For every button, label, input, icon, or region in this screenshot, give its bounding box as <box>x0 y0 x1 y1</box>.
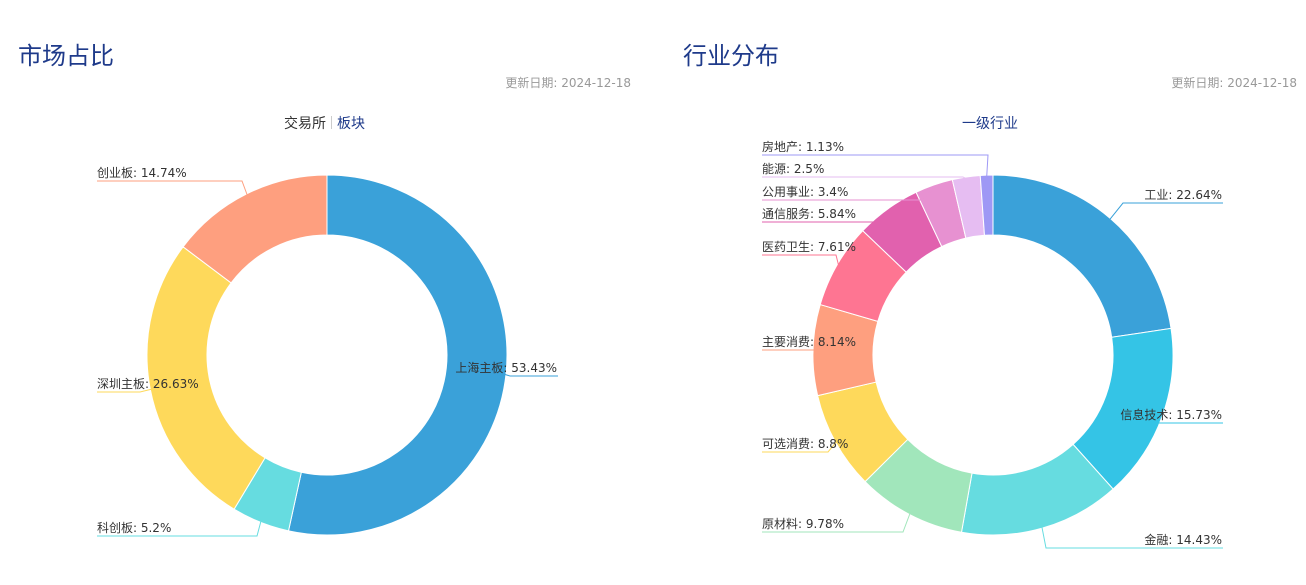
tab-divider <box>331 116 332 129</box>
update-date-label: 更新日期: <box>505 76 558 90</box>
leader-line-通信服务 <box>762 210 890 223</box>
market-share-donut-chart: 上海主板: 53.43% 科创板: 5.2% 深圳主板: 26.63% 创业板: 14… <box>97 166 558 537</box>
tab-level1-industry[interactable]: 一级行业 <box>962 116 1018 132</box>
industry-distribution-title: 行业分布 <box>683 42 779 70</box>
leader-line-公用事业 <box>762 186 935 201</box>
leader-line-工业 <box>1108 202 1223 221</box>
leader-line-深圳主板 <box>97 388 153 393</box>
leader-line-科创板 <box>97 520 262 537</box>
leader-line-房地产 <box>762 154 989 178</box>
slice-label-创业板: 创业板: 14.74% <box>97 166 187 180</box>
slice-label-信息技术: 信息技术: 15.73% <box>1120 407 1222 422</box>
industry-tabs: 一级行业 <box>962 113 1018 133</box>
slice-label-医药卫生: 医药卫生: 7.61% <box>762 240 856 254</box>
leader-line-金融 <box>1041 526 1223 549</box>
slice-label-原材料: 原材料: 9.78% <box>762 517 844 531</box>
pie-slice-创业板[interactable] <box>182 174 328 284</box>
market-share-tabs: 交易所 板块 <box>284 113 365 133</box>
leader-line-医药卫生 <box>762 254 840 267</box>
slice-label-可选消费: 可选消费: 8.8% <box>762 437 848 451</box>
leader-line-可选消费 <box>762 440 838 453</box>
slice-label-金融: 金融: 14.43% <box>1144 532 1222 547</box>
market-share-update-date: 更新日期: 2024-12-18 <box>505 74 631 91</box>
slice-label-工业: 工业: 22.64% <box>1144 188 1222 202</box>
market-share-panel: 市场占比 更新日期: 2024-12-18 交易所 板块 上海主板: 53.43%… <box>18 42 631 537</box>
update-date-value: 2024-12-18 <box>1227 76 1297 90</box>
slice-label-深圳主板: 深圳主板: 26.63% <box>97 377 199 391</box>
leader-line-能源 <box>762 176 967 180</box>
leader-line-原材料 <box>762 512 911 533</box>
pie-slice-上海主板[interactable] <box>287 174 508 536</box>
slice-label-能源: 能源: 2.5% <box>762 162 824 176</box>
tab-exchange[interactable]: 交易所 <box>284 116 326 132</box>
industry-donut-chart: 工业: 22.64% 信息技术: 15.73% 金融: 14.43% 原材料: 9.7… <box>762 139 1223 549</box>
leader-line-创业板 <box>97 180 248 196</box>
tab-board[interactable]: 板块 <box>337 116 365 132</box>
slice-label-主要消费: 主要消费: 8.14% <box>762 335 856 349</box>
slice-label-公用事业: 公用事业: 3.4% <box>762 185 848 199</box>
leader-line-上海主板 <box>503 373 558 377</box>
slice-label-上海主板: 上海主板: 53.43% <box>455 360 557 375</box>
slice-label-房地产: 房地产: 1.13% <box>762 139 844 154</box>
industry-update-date: 更新日期: 2024-12-18 <box>1171 74 1297 91</box>
update-date-label: 更新日期: <box>1171 76 1224 90</box>
slice-label-科创板: 科创板: 5.2% <box>97 521 171 535</box>
market-share-title: 市场占比 <box>18 42 114 70</box>
industry-distribution-panel: 行业分布 更新日期: 2024-12-18 一级行业 工业: 22.64% 信息技… <box>653 0 1306 585</box>
slice-label-通信服务: 通信服务: 5.84% <box>762 206 856 221</box>
leader-line-信息技术 <box>1122 414 1223 424</box>
pie-slice-深圳主板[interactable] <box>146 246 266 510</box>
pie-slice-房地产[interactable] <box>979 174 994 236</box>
update-date-value: 2024-12-18 <box>561 76 631 90</box>
